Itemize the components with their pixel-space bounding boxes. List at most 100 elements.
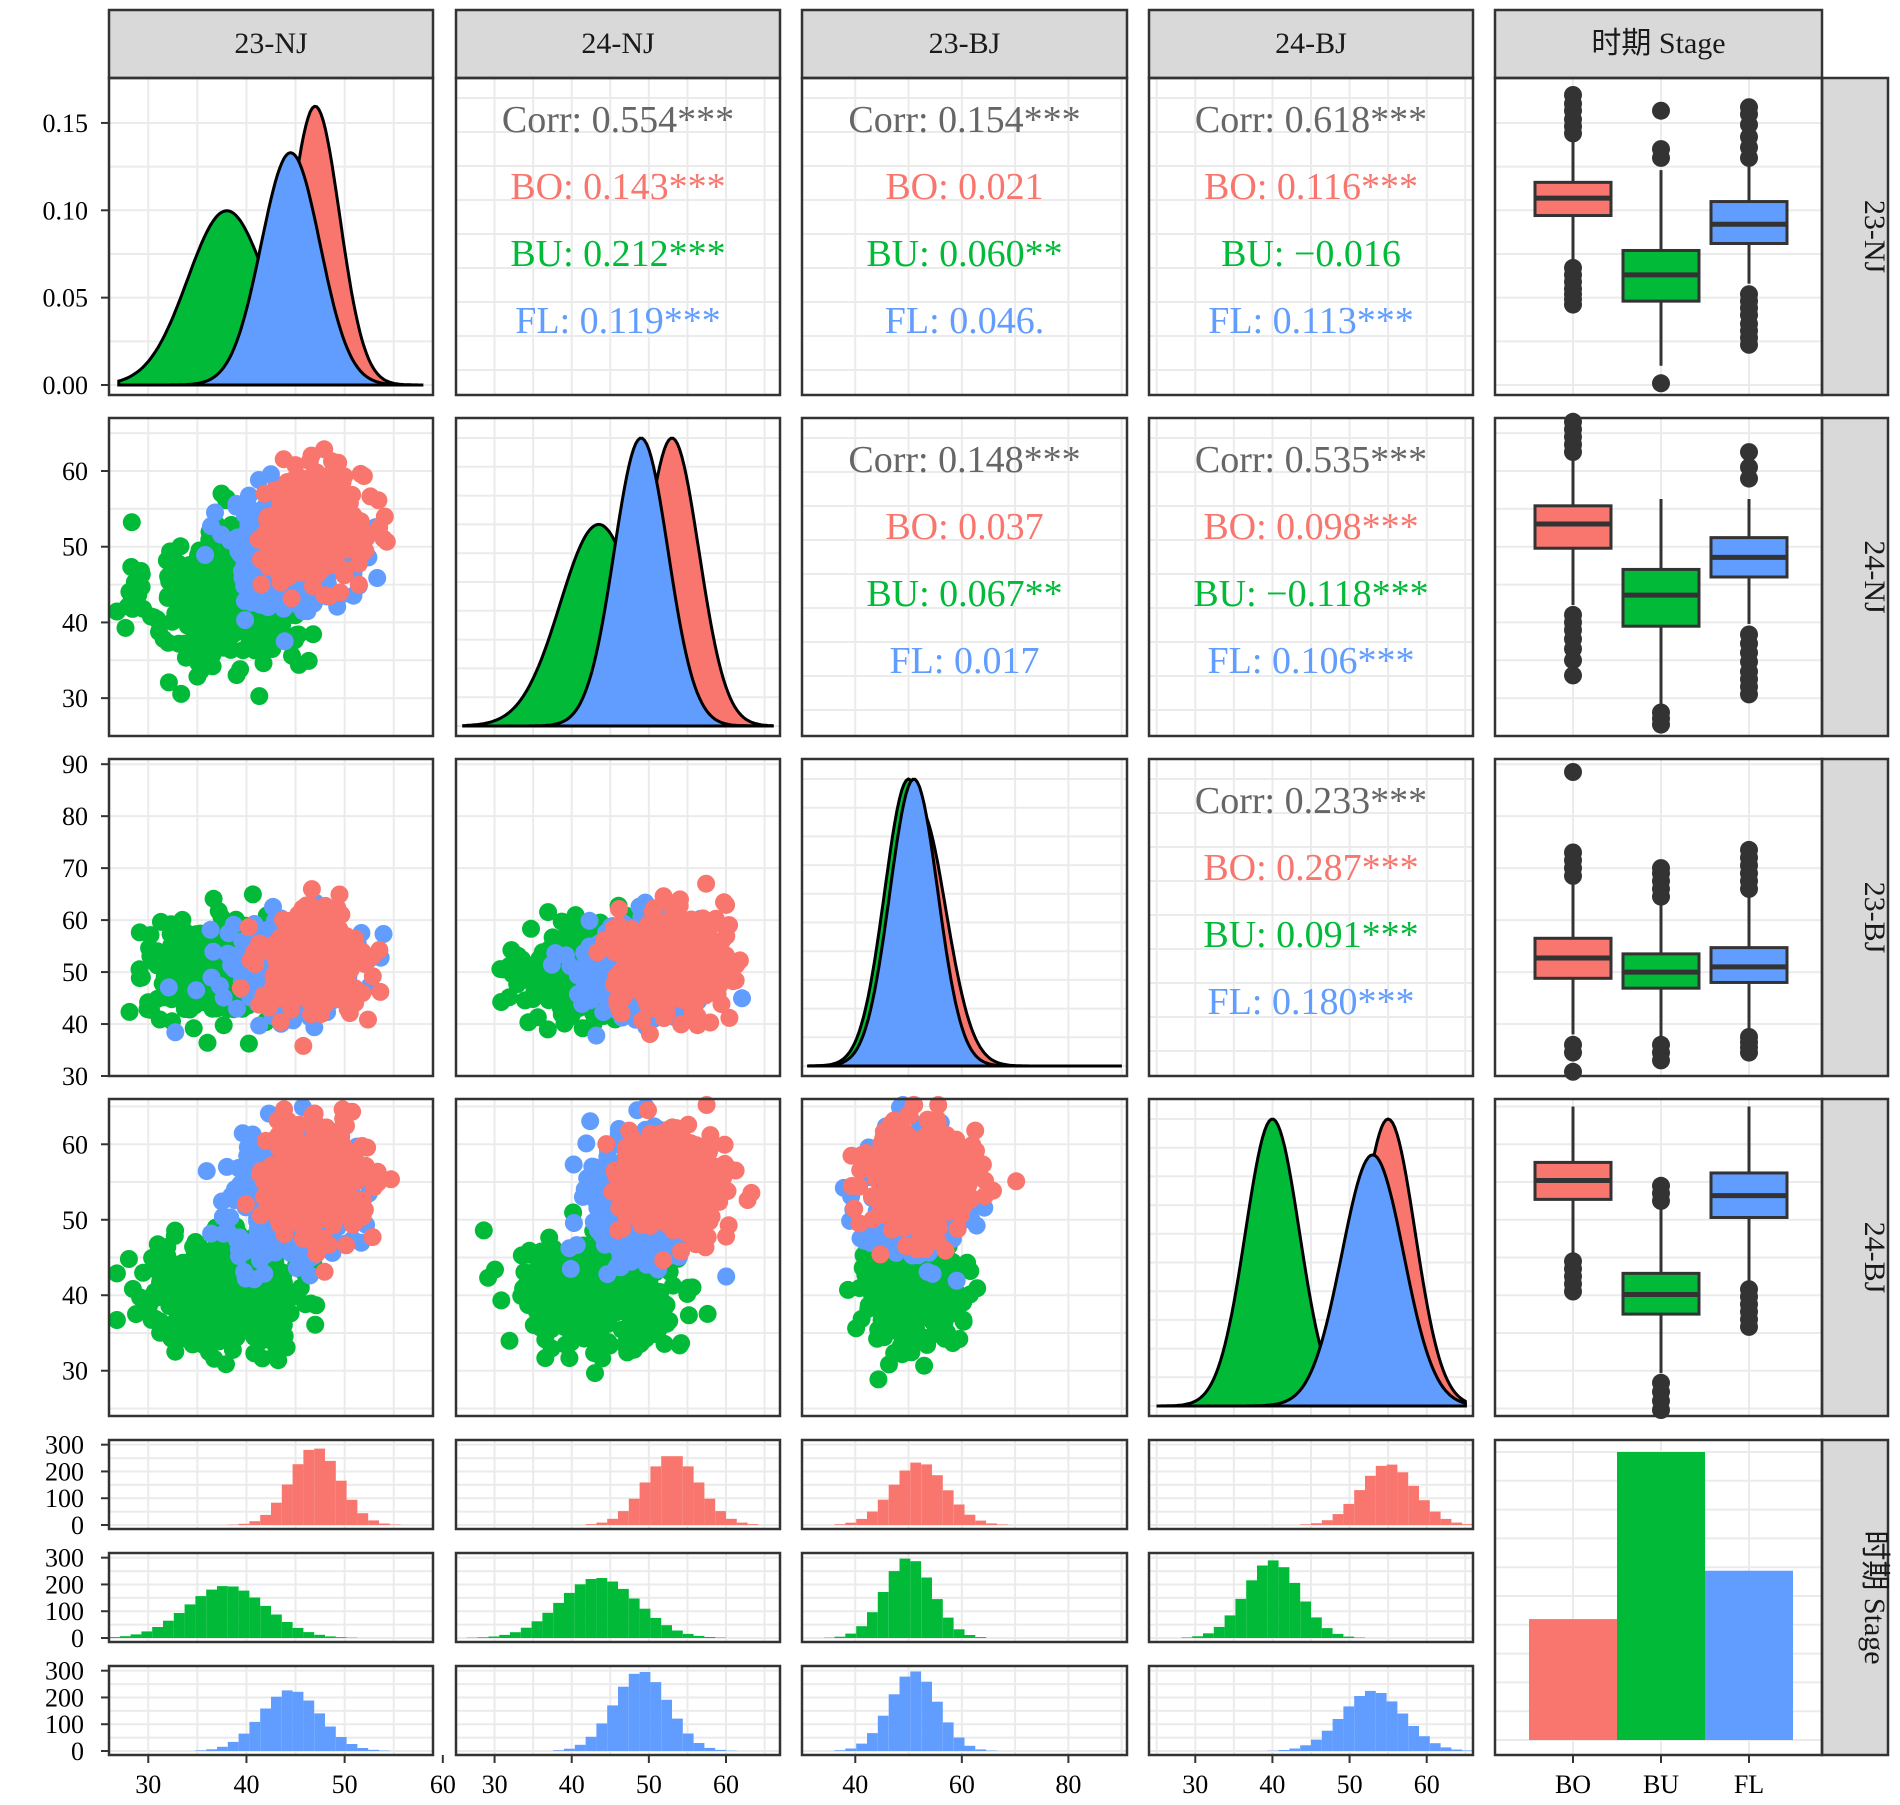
scatter-point-BO bbox=[309, 554, 328, 573]
scatter-point-BU bbox=[166, 1342, 185, 1361]
scatter-point-FL bbox=[233, 562, 251, 581]
scatter-point-BU bbox=[522, 919, 540, 938]
scatter-point-BO bbox=[689, 914, 708, 933]
scatter-point-FL bbox=[196, 546, 215, 564]
scatter-point-BO bbox=[323, 452, 341, 471]
scatter-point-BU bbox=[129, 585, 148, 604]
scatter-point-BU bbox=[177, 946, 195, 965]
scatter-point-BU bbox=[243, 885, 262, 904]
scatter-point-BO bbox=[636, 963, 655, 982]
box-panel-bg bbox=[1495, 759, 1822, 1076]
scatter-point-BO bbox=[608, 994, 627, 1012]
scatter-point-BU bbox=[167, 1324, 186, 1343]
scatter-point-FL bbox=[159, 978, 178, 997]
scatter-point-FL bbox=[733, 989, 751, 1008]
scatter-point-FL bbox=[197, 1162, 216, 1181]
scatter-point-BU bbox=[169, 634, 188, 653]
scatter-point-BU bbox=[304, 625, 323, 644]
scatter-point-BU bbox=[205, 1349, 224, 1368]
scatter-point-BU bbox=[283, 646, 301, 665]
scatter-point-BO bbox=[324, 534, 342, 553]
scatter-point-BU bbox=[157, 551, 176, 570]
scatter-point-FL bbox=[239, 497, 258, 516]
scatter-point-BO bbox=[671, 976, 690, 995]
scatter-point-BU bbox=[151, 1323, 170, 1342]
scatter-point-FL bbox=[219, 924, 238, 943]
scatter-point-BU bbox=[528, 1008, 547, 1027]
scatter-point-BU bbox=[201, 631, 220, 649]
scatter-point-BO bbox=[282, 589, 301, 608]
scatter-point-FL bbox=[166, 1023, 185, 1042]
scatter-point-BO bbox=[697, 951, 716, 970]
scatter-point-BO bbox=[287, 502, 306, 520]
density-FL bbox=[118, 151, 424, 387]
scatter-point-BU bbox=[176, 930, 195, 949]
scatter-point-BU bbox=[186, 1233, 205, 1251]
scatter-point-BU bbox=[250, 687, 269, 706]
scatter-point-BU bbox=[547, 990, 566, 1009]
scatter-point-BU bbox=[198, 1280, 217, 1299]
scatter-point-BU bbox=[107, 1311, 126, 1329]
scatter-point-BO bbox=[258, 530, 277, 549]
scatter-point-BU bbox=[224, 625, 243, 644]
scatter-point-BO bbox=[642, 920, 660, 939]
scatter-point-FL bbox=[250, 1016, 269, 1035]
scatter-point-BO bbox=[334, 1109, 353, 1128]
scatter-point-BU bbox=[151, 912, 170, 931]
scatter-point-BU bbox=[269, 1324, 287, 1343]
scatter-point-FL bbox=[206, 503, 224, 522]
scatter-point-BO bbox=[344, 1171, 363, 1189]
scatter-point-BO bbox=[684, 987, 703, 1006]
scatter-point-BU bbox=[127, 1305, 145, 1324]
scatter-point-BU bbox=[274, 1273, 293, 1292]
scatter-point-BO bbox=[635, 941, 654, 960]
scatter-point-FL bbox=[573, 995, 592, 1013]
scatter-point-FL bbox=[233, 932, 252, 951]
scatter-point-BU bbox=[185, 1263, 204, 1282]
scatter-point-BO bbox=[268, 513, 286, 532]
scatter-point-FL bbox=[255, 1264, 274, 1283]
scatter-point-BU bbox=[239, 1034, 258, 1053]
scatter-point-BO bbox=[717, 895, 736, 914]
scatter-point-BU bbox=[267, 1341, 286, 1359]
scatter-point-BU bbox=[517, 955, 536, 974]
scatter-point-FL bbox=[229, 1159, 248, 1177]
scatter-point-BO bbox=[271, 1013, 290, 1032]
scatter-point-BO bbox=[369, 491, 388, 510]
scatter-point-FL bbox=[204, 942, 223, 961]
scatter-point-BO bbox=[353, 1191, 372, 1210]
scatter-point-BO bbox=[350, 515, 369, 534]
scatter-point-BO bbox=[727, 955, 746, 974]
scatter-point-BU bbox=[171, 1304, 190, 1323]
scatter-point-BU bbox=[212, 484, 231, 503]
scatter-point-BO bbox=[271, 573, 290, 592]
scatter-point-BU bbox=[198, 1033, 217, 1052]
scatter-point-BU bbox=[508, 975, 527, 994]
scatter-point-BO bbox=[610, 900, 628, 918]
scatter-point-BO bbox=[337, 992, 356, 1011]
scatter-point-FL bbox=[228, 528, 247, 547]
scatter-point-BU bbox=[118, 597, 137, 616]
scatter-point-BO bbox=[231, 979, 250, 998]
scatter-point-BU bbox=[221, 640, 240, 659]
scatter-point-BU bbox=[145, 1282, 164, 1301]
scatter-point-BO bbox=[315, 1262, 334, 1281]
scatter-point-BU bbox=[198, 1334, 217, 1353]
scatter-point-FL bbox=[187, 981, 206, 1000]
scatter-point-BU bbox=[227, 666, 246, 685]
scatter-point-BO bbox=[262, 1156, 281, 1175]
scatter-point-BO bbox=[298, 1165, 317, 1184]
scatter-point-BU bbox=[159, 673, 178, 692]
scatter-point-BO bbox=[356, 541, 375, 560]
scatter-point-BU bbox=[299, 651, 318, 670]
scatter-point-BO bbox=[330, 885, 349, 904]
scatter-point-BO bbox=[697, 874, 716, 893]
scatter-point-BU bbox=[216, 1270, 235, 1289]
scatter-point-BU bbox=[296, 1295, 315, 1314]
scatter-point-BO bbox=[649, 947, 668, 966]
scatter-point-FL bbox=[201, 920, 220, 939]
scatter-point-BU bbox=[116, 618, 135, 637]
scatter-point-BO bbox=[279, 942, 298, 961]
scatter-point-FL bbox=[557, 946, 575, 965]
